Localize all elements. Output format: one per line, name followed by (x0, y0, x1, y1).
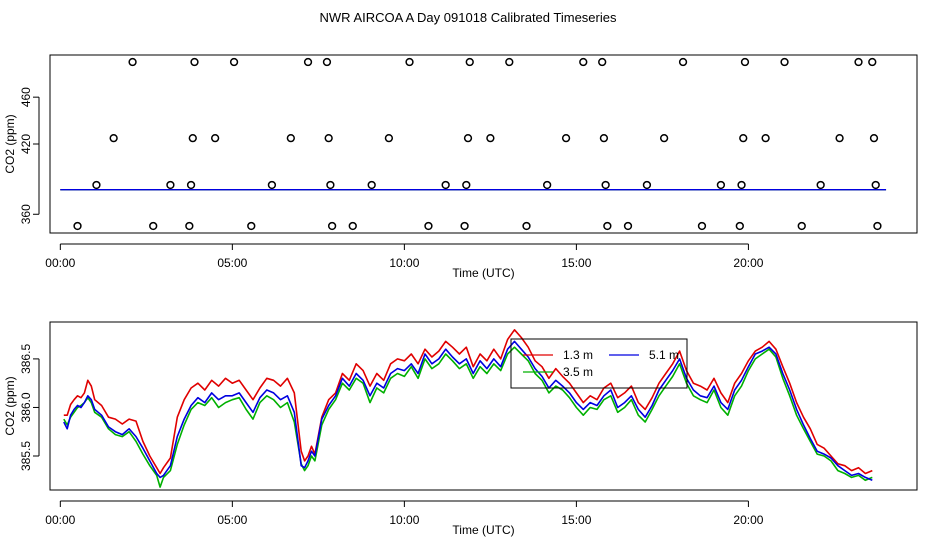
data-point (186, 180, 196, 190)
data-point (324, 133, 333, 143)
data-point (601, 180, 610, 190)
data-point (424, 221, 433, 231)
data-point (542, 180, 552, 190)
data-point (384, 133, 394, 143)
data-point (190, 57, 199, 67)
data-point (739, 133, 748, 143)
data-point (599, 133, 609, 143)
data-point (716, 180, 726, 190)
data-point (486, 133, 495, 143)
data-point (603, 221, 612, 231)
data-point (463, 133, 473, 143)
data-point (441, 180, 450, 190)
y-axis-label: CO2 (ppm) (3, 114, 17, 173)
x-tick-label: 05:00 (217, 256, 247, 270)
data-point (623, 221, 633, 231)
x-tick-label: 20:00 (733, 256, 763, 270)
data-point (303, 57, 313, 67)
top-panel: 00:00 05:00 10:00 15:00 20:00 Time (UTC) 360 42… (3, 54, 918, 280)
data-point (286, 133, 295, 143)
data-point (579, 57, 588, 67)
data-point (873, 221, 882, 231)
y-axis-label: CO2 (ppm) (3, 376, 17, 435)
y-tick-label: 360 (19, 204, 33, 224)
data-point (868, 57, 877, 67)
data-point (761, 133, 770, 143)
x-tick-label: 05:00 (217, 513, 247, 527)
data-point (697, 221, 707, 231)
data-point (128, 57, 137, 67)
data-point (73, 221, 82, 231)
y-tick-label: 386.5 (19, 344, 33, 374)
x-tick-label: 00:00 (45, 513, 75, 527)
x-tick-label: 10:00 (389, 513, 419, 527)
data-point (188, 133, 197, 143)
data-point (869, 133, 879, 143)
plot-frame (49, 54, 918, 234)
data-point (367, 180, 376, 190)
x-tick-label: 10:00 (389, 256, 419, 270)
x-tick-label: 00:00 (45, 256, 75, 270)
data-point (166, 180, 175, 190)
y-tick-label: 385.5 (19, 441, 33, 471)
data-point (740, 57, 750, 67)
y-tick-label: 460 (19, 87, 33, 107)
data-point (678, 57, 688, 67)
chart-title: NWR AIRCOA A Day 091018 Calibrated Times… (320, 10, 617, 25)
data-point (505, 57, 514, 67)
data-point (109, 133, 118, 143)
y-tick-label: 386.0 (19, 392, 33, 422)
data-point (326, 180, 335, 190)
y-tick-label: 420 (19, 134, 33, 154)
legend-label: 5.1 m (649, 348, 679, 362)
legend-box (510, 338, 688, 389)
x-tick-label: 15:00 (561, 256, 591, 270)
x-axis-label: Time (UTC) (452, 523, 514, 537)
data-point (659, 133, 669, 143)
data-point (348, 221, 357, 231)
bottom-panel: 00:00 05:00 10:00 15:00 20:00 Time (UTC) 385.5… (3, 321, 918, 537)
data-point (816, 180, 825, 190)
data-point (854, 57, 863, 67)
data-point (267, 180, 277, 190)
data-point (737, 180, 746, 190)
data-point (460, 221, 469, 231)
data-point (871, 180, 880, 190)
data-point (735, 221, 744, 231)
data-point (465, 57, 474, 67)
data-point (327, 221, 337, 231)
data-point (642, 180, 652, 190)
x-tick-label: 20:00 (733, 513, 763, 527)
legend: 1.3 m 5.1 m 3.5 m (510, 338, 688, 389)
data-point (92, 180, 101, 190)
data-point (835, 133, 844, 143)
data-point (561, 133, 571, 143)
data-point (797, 221, 806, 231)
data-point (149, 221, 158, 231)
legend-label: 1.3 m (563, 348, 593, 362)
data-point (210, 133, 220, 143)
plot-frame (49, 321, 918, 491)
x-axis-label: Time (UTC) (452, 266, 514, 280)
series-line-13m (63, 328, 873, 475)
data-point (462, 180, 471, 190)
data-point (598, 57, 607, 67)
data-point (247, 221, 256, 231)
series-line-35m (63, 346, 873, 488)
data-point (780, 57, 789, 67)
data-point (185, 221, 194, 231)
series-line-51m (63, 340, 873, 482)
data-point (522, 221, 531, 231)
data-point (405, 57, 414, 67)
legend-label: 3.5 m (563, 365, 593, 379)
x-tick-label: 15:00 (561, 513, 591, 527)
data-point (229, 57, 239, 67)
data-point (322, 57, 332, 67)
